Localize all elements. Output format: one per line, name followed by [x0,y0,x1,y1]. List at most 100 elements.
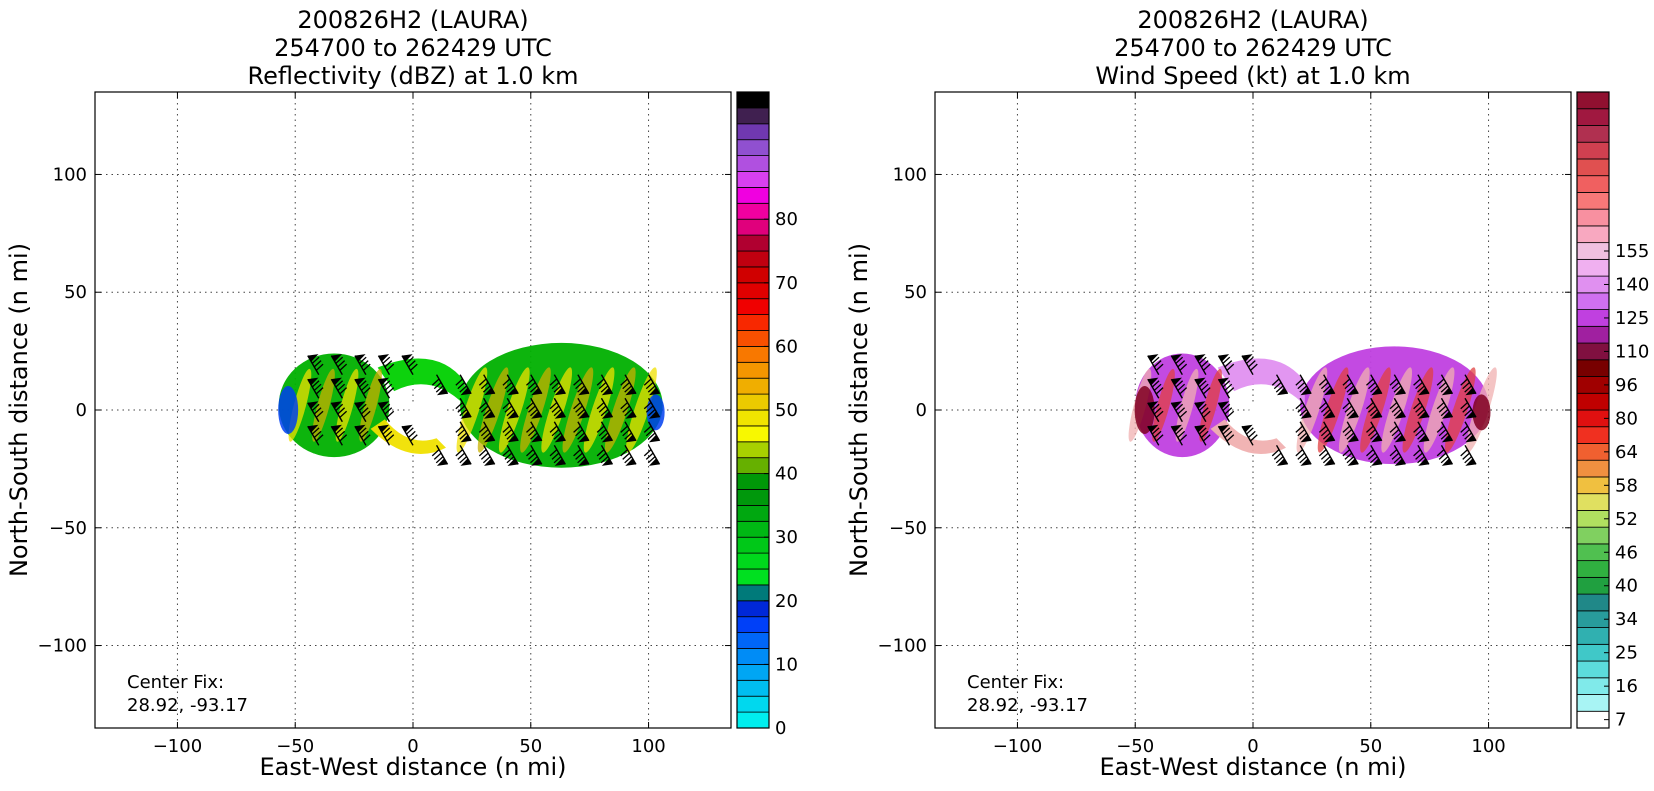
wind-barb-feather [1297,381,1306,390]
wind-barb-feather [339,363,348,371]
wind-barb-flag [1394,458,1406,466]
colorbar-tick-label: 10 [775,654,798,675]
colorbar-segment [736,266,770,284]
wind-barb [1170,401,1188,423]
wind-barb-flag [484,434,495,443]
wind-barb-feather [1436,378,1445,386]
wind-barb-feather [406,427,414,435]
wind-barb-feather [1342,425,1351,433]
wind-barb [307,377,324,399]
wind-barb [1147,354,1164,376]
wind-barb-feather [339,387,348,395]
wind-barb-flag [1465,434,1476,443]
wind-barb-feather [506,409,515,417]
wind-barb-flag [625,411,636,419]
wind-barb [1366,444,1383,466]
wind-barb-feather [313,383,322,391]
wind-barb-staff [624,444,637,465]
wind-barb-feather [1295,449,1304,457]
wind-barb-feather [1202,363,1211,371]
wind-barb [1194,354,1211,376]
wind-barb-feather [1417,456,1425,464]
wind-barb-feather [530,456,538,464]
wind-barb [1147,401,1164,423]
wind-barb [1436,421,1454,443]
wind-barb [455,374,472,396]
wind-barb [1318,421,1336,443]
wind-barb-feather [457,429,466,437]
wind-barb-flag [460,387,472,396]
colorbar-segment [1576,108,1610,126]
wind-barb-feather [382,380,391,388]
wind-barb-flag [1324,387,1335,396]
wind-barb [354,354,371,376]
wind-barb-flag [307,377,319,386]
wind-barb-feather [1415,381,1423,390]
colorbar-segment [736,520,770,538]
colorbar-segment [1576,258,1610,277]
wind-barb-feather [1224,383,1233,391]
wind-barb-feather [1440,385,1449,393]
wind-barb-feather [1438,405,1447,413]
wind-barb-feather [598,452,607,460]
y-tick-label: −50 [889,518,927,539]
wind-barb-feather [315,434,324,442]
wind-barb-staff [624,397,637,418]
wind-barb-feather [598,381,607,390]
wind-barb-flag [1242,354,1253,362]
wind-barb-feather [362,363,371,371]
wind-barb-feather [622,405,630,413]
wind-barb-feather [315,363,324,371]
wind-barb-flag [1465,458,1476,466]
colorbar-tick-label: 110 [1615,341,1649,362]
wind-barb-feather [1153,430,1162,439]
wind-barb-staff [553,421,566,442]
storm-eyewall-arc [377,358,465,406]
wind-barb-feather [600,409,609,417]
wind-barb-feather [1151,427,1160,435]
wind-barb-flag [1218,424,1230,433]
colorbar-segment [736,536,770,554]
wind-barb-staff [1393,421,1406,442]
wind-barb [377,377,395,399]
colorbar-tick-label: 0 [775,718,786,739]
storm-eye [1248,395,1286,439]
colorbar-segment [736,330,770,347]
colorbar-segment [1576,359,1610,377]
wind-barb-flag [1441,458,1453,466]
wind-barb [1271,374,1289,396]
wind-barb-flag [1418,434,1429,443]
wind-barb-feather [1318,402,1327,410]
wind-barb-staff [483,397,496,418]
wind-barb-feather [1198,380,1207,388]
wind-barb-flag [1218,401,1230,409]
wind-barb-feather [1366,449,1374,457]
wind-barb-staff [506,374,519,395]
wind-barb-flag [1347,387,1359,396]
wind-barb-feather [459,456,468,464]
colorbar-segment [736,361,770,379]
wind-barb [643,444,661,466]
colorbar-segment [736,155,770,172]
wind-barb-feather [337,383,346,391]
wind-barb-flag [1418,458,1429,466]
wind-barb-staff [553,444,566,465]
wind-barb-feather [1462,452,1470,460]
y-tick-label: 0 [916,400,927,421]
colorbar-segment [736,314,770,331]
wind-barb [1366,374,1383,396]
wind-barb-flag [578,387,589,396]
wind-barb [1436,444,1454,466]
wind-barb-feather [457,405,466,413]
wind-barb-staff [1393,397,1406,418]
wind-barb-staff [506,444,519,465]
wind-barb-feather [1417,409,1425,417]
wind-barb [401,354,418,376]
colorbar-segment [736,171,770,188]
wind-barb-feather [1389,449,1398,457]
wind-barb [455,397,472,419]
panel-2: 200826H2 (LAURA)254700 to 262429 UTCWind… [845,6,1649,781]
wind-barb-feather [1271,378,1280,386]
x-tick-label: 100 [631,736,665,757]
